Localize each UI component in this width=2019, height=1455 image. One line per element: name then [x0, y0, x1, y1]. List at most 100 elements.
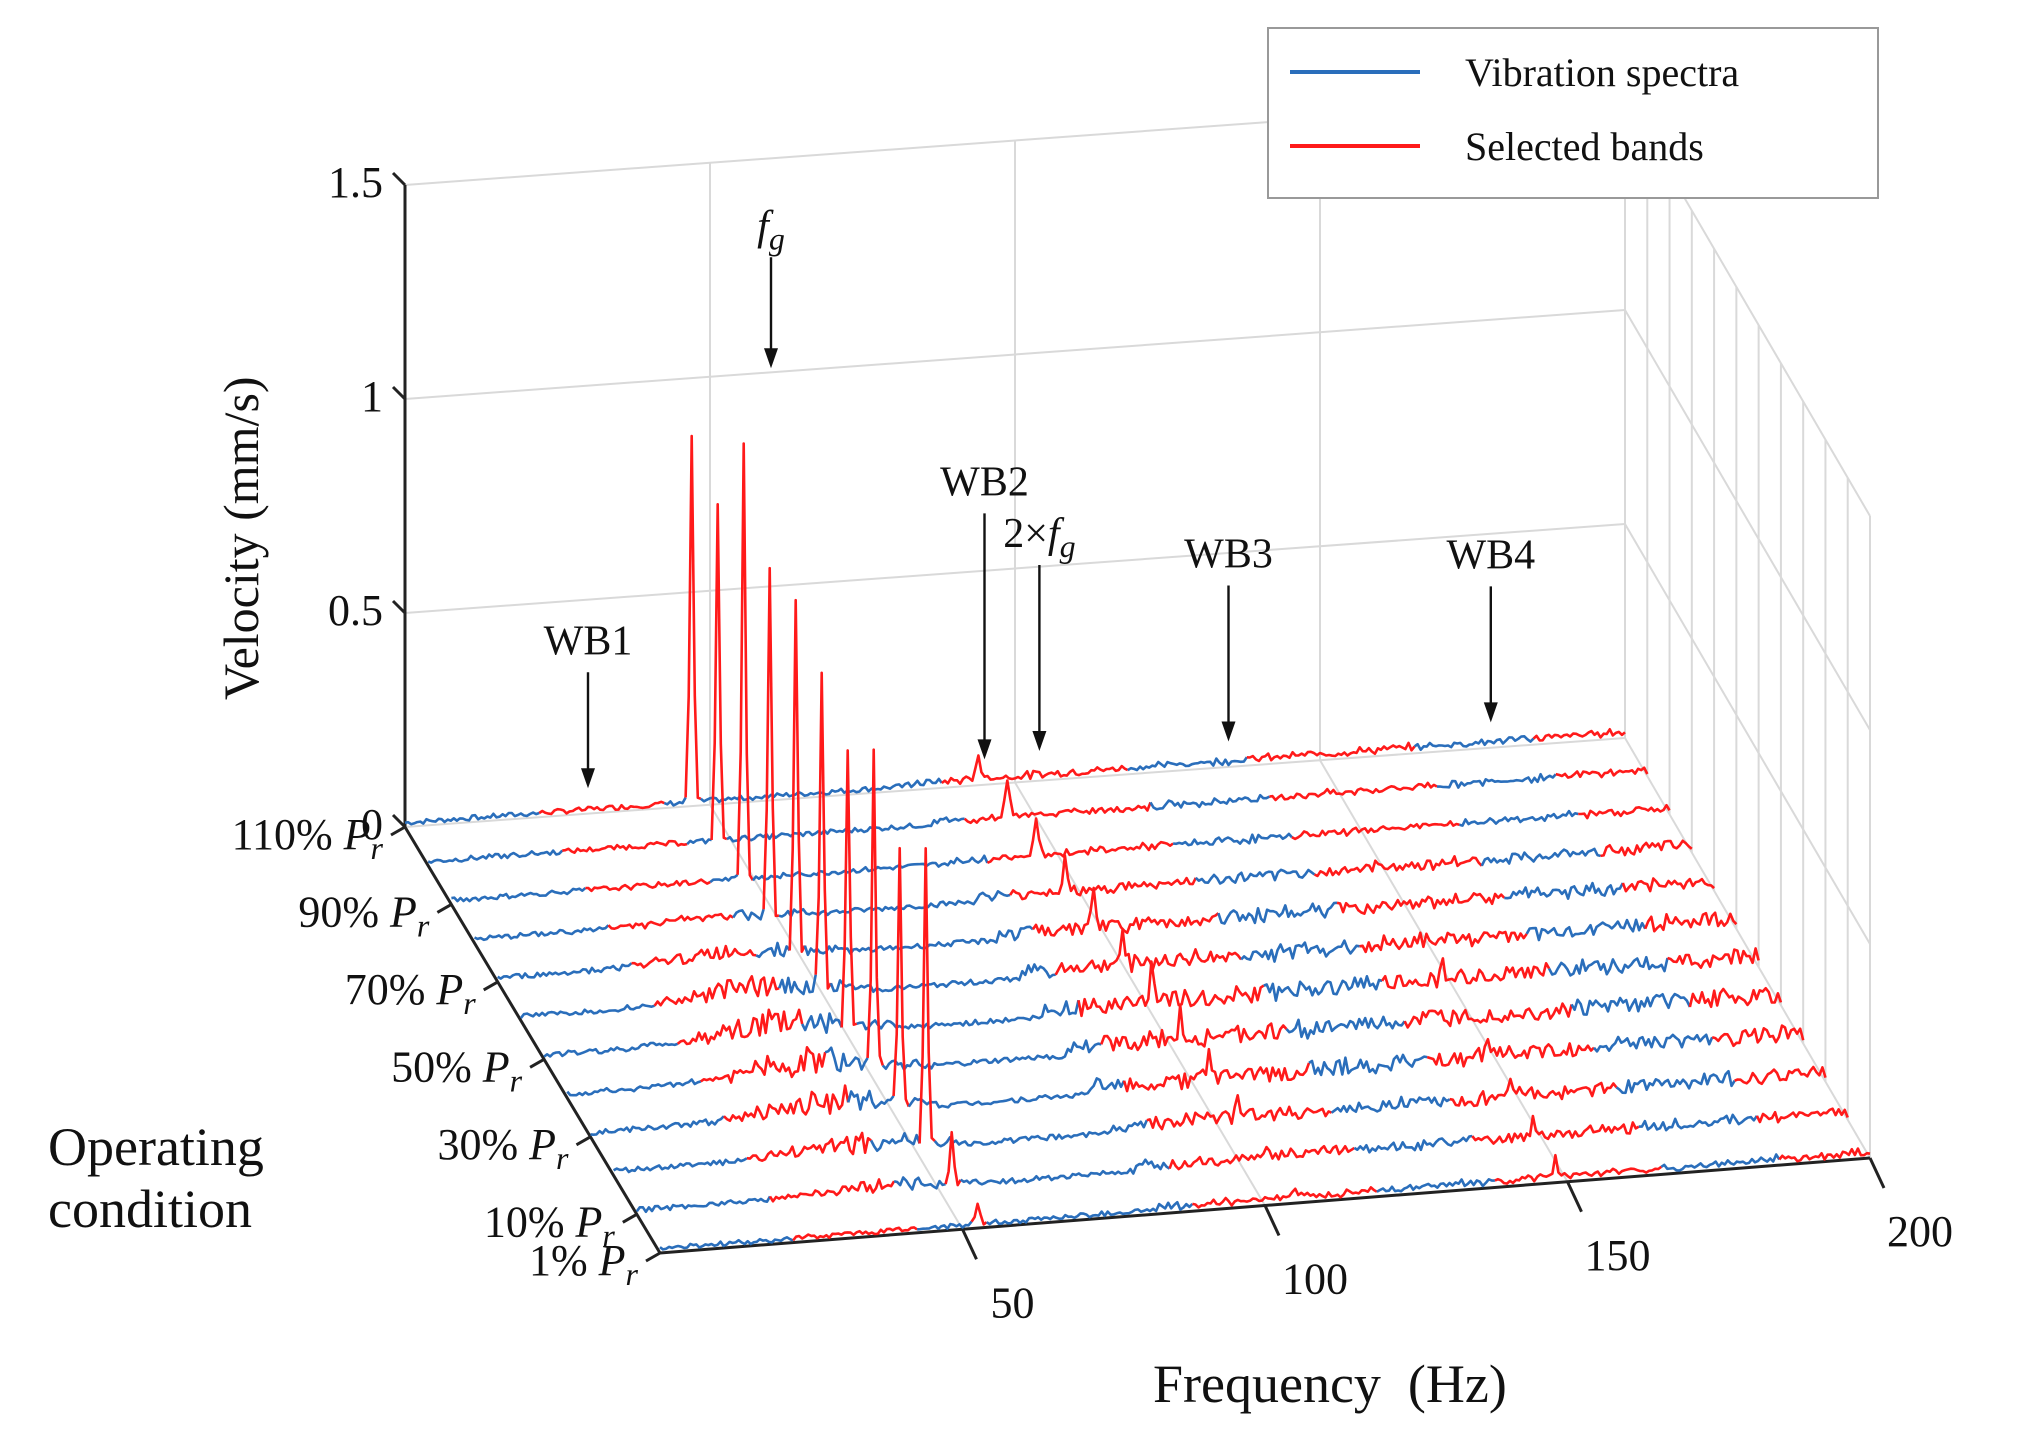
vibration-spectrum-segment — [856, 999, 1080, 1031]
vibration-spectrum-segment — [519, 1003, 656, 1019]
vibration-spectrum-segment — [1127, 756, 1248, 772]
vibration-spectrum-segment — [1330, 1095, 1451, 1114]
y-tick-label: 1.5 — [328, 158, 383, 207]
annotation-wb1: WB1 — [544, 618, 633, 664]
axes-layer: 0 0.5 1 1.5 50 100 150 200 — [328, 158, 1953, 1327]
vibration-spectrum-segment — [543, 1041, 679, 1058]
vibration-spectrum-segment — [907, 1077, 1126, 1109]
legend-label-vibration: Vibration spectra — [1465, 50, 1739, 95]
selected-band-segment — [1077, 960, 1265, 1018]
x-tick-label: 50 — [991, 1278, 1035, 1327]
selected-band-segment — [1168, 1144, 1356, 1171]
vibration-spectrum-segment — [404, 811, 540, 826]
y-gridline-side — [1624, 523, 1871, 945]
vibration-spectrum-segment — [427, 849, 564, 864]
selected-band-segment — [1359, 930, 1528, 954]
vibration-spectrum-segment — [893, 1176, 946, 1191]
selected-band-segment — [700, 1046, 827, 1084]
vibration-spectrum-segment — [755, 941, 791, 959]
selected-band-segment — [814, 671, 833, 990]
selected-band-segment — [1269, 781, 1438, 802]
selected-band-segment — [840, 749, 858, 1028]
condition-tick-label: 10% Pr — [484, 1197, 616, 1253]
z-tick — [529, 1058, 545, 1069]
vibration-spectrum-segment — [590, 1115, 725, 1136]
condition-tick-label: 110% Pr — [232, 810, 384, 866]
selected-band-segment — [1246, 741, 1416, 763]
vibration-spectrum-segment — [778, 890, 1011, 918]
selected-band-segment — [1494, 1153, 1663, 1185]
selected-band-segment — [1449, 1077, 1618, 1108]
vibration-spectrum-segment — [824, 1046, 869, 1073]
vibration-spectrum-segment — [869, 1132, 921, 1152]
y-tick — [391, 599, 407, 615]
selected-band-segment — [722, 1084, 850, 1123]
y-tick — [391, 385, 407, 401]
selected-band-segment — [607, 912, 734, 930]
selected-band-segment — [1755, 1107, 1849, 1124]
vibration-spectrum-segment — [1570, 992, 1692, 1016]
vibration-spectrum-segment — [829, 963, 1056, 994]
selected-band-segment — [1054, 928, 1243, 976]
selected-band-segment — [1426, 1037, 1595, 1068]
selected-band-segment — [892, 846, 911, 1108]
selected-band-segment — [1009, 854, 1197, 901]
vibration-spectrum-segment — [1592, 1033, 1714, 1053]
selected-band-segment — [1667, 947, 1760, 969]
x-gridline-floor — [709, 804, 964, 1230]
selected-band-segment — [710, 503, 728, 841]
x-tick-label: 150 — [1585, 1231, 1651, 1280]
selected-band-segment — [792, 1226, 918, 1242]
annotation-arrowhead — [1483, 702, 1498, 723]
annotation-wb4: WB4 — [1446, 532, 1535, 578]
selected-band-segment — [1621, 877, 1715, 893]
condition-tick-label: 50% Pr — [391, 1042, 523, 1098]
label-layer: Velocity (mm/s) Frequency (Hz) Operating… — [48, 376, 1507, 1414]
selected-band-segment — [1578, 803, 1671, 820]
x-axis-label: Frequency (Hz) — [1153, 1354, 1507, 1414]
selected-band-segment — [1313, 855, 1483, 878]
z-tick — [575, 1135, 592, 1147]
selected-band-segment — [1192, 1186, 1378, 1209]
vibration-spectrum-segment — [1308, 1053, 1428, 1077]
vibration-spectrum-segment — [1660, 1153, 1781, 1172]
vibration-spectrum-segment — [686, 837, 712, 846]
y-tick-label: 0.5 — [328, 586, 383, 635]
z-axis-label: Operating condition — [48, 1117, 264, 1239]
z-axis-line — [403, 826, 662, 1254]
selected-band-segment — [585, 878, 711, 893]
annotation-arrowhead — [764, 348, 778, 369]
vibration-spectrum-segment — [1217, 901, 1338, 925]
selected-band-segment — [1146, 1094, 1333, 1131]
annotation-h2: 2×fg — [1003, 511, 1075, 564]
vibration-spectrum-segment — [1194, 868, 1316, 885]
condition-tick-label: 70% Pr — [345, 965, 477, 1021]
selected-band-segment — [1711, 1024, 1805, 1048]
legend-label-selected: Selected bands — [1465, 124, 1704, 169]
selected-band-segment — [768, 1178, 896, 1203]
selected-band-segment — [1403, 1002, 1573, 1029]
vibration-spectrum-segment — [986, 1200, 1194, 1226]
vibration-spectrum-segment — [1504, 881, 1625, 900]
selected-band-segment — [970, 1202, 988, 1226]
y-gridline-side — [1624, 309, 1871, 731]
vibration-spectrum-segment — [801, 1012, 843, 1034]
selected-band-segment — [1031, 886, 1220, 937]
vibration-spectrum-segment — [777, 974, 817, 996]
selected-band-segment — [746, 1131, 872, 1162]
selected-band-segment — [918, 847, 936, 1144]
vibration-spectrum-segment — [1413, 735, 1535, 752]
selected-band-segment — [676, 1008, 804, 1046]
selected-band-segment — [631, 944, 757, 969]
y-tick-label: 0 — [361, 800, 383, 849]
vibration-spectrum-segment — [1525, 918, 1647, 942]
annotation-wb2: WB2 — [940, 459, 1029, 505]
x-tick-label: 200 — [1887, 1207, 1953, 1256]
vibration-spectrum-segment — [933, 1119, 1148, 1148]
vibration-spectrum-segment — [566, 1078, 702, 1097]
vibration-spectrum-segment — [1436, 772, 1557, 789]
selected-band-segment — [1291, 820, 1460, 841]
x-tick — [961, 1228, 978, 1260]
selected-band-segment — [1688, 986, 1783, 1009]
